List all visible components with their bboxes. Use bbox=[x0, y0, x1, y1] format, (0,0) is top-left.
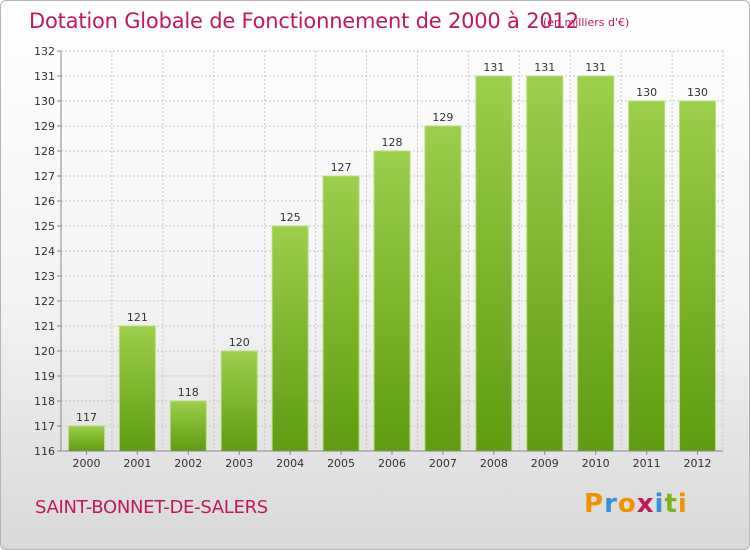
bar-2005 bbox=[322, 175, 360, 452]
data-label: 131 bbox=[585, 61, 606, 74]
y-tick-label: 125 bbox=[34, 220, 55, 233]
bar-2001 bbox=[118, 325, 156, 452]
y-tick-label: 127 bbox=[34, 170, 55, 183]
x-tick-label: 2002 bbox=[174, 457, 202, 470]
logo-letter: i bbox=[654, 489, 665, 519]
data-label: 131 bbox=[483, 61, 504, 74]
y-tick-label: 117 bbox=[34, 420, 55, 433]
data-label: 117 bbox=[76, 411, 97, 424]
y-tick-label: 123 bbox=[34, 270, 55, 283]
bar-2007 bbox=[424, 125, 462, 452]
x-tick-label: 2012 bbox=[684, 457, 712, 470]
bar-2003 bbox=[220, 350, 258, 452]
chart-title: Dotation Globale de Fonctionnement de 20… bbox=[29, 9, 579, 33]
x-tick-label: 2006 bbox=[378, 457, 406, 470]
y-tick-label: 129 bbox=[34, 120, 55, 133]
logo-letter: o bbox=[617, 489, 637, 519]
data-label: 127 bbox=[331, 161, 352, 174]
x-tick-label: 2003 bbox=[225, 457, 253, 470]
logo-letter: P bbox=[584, 489, 605, 519]
y-tick-label: 120 bbox=[34, 345, 55, 358]
x-tick-label: 2011 bbox=[633, 457, 661, 470]
y-tick-label: 121 bbox=[34, 320, 55, 333]
logo-letter: r bbox=[604, 489, 618, 519]
logo-letter: t bbox=[664, 489, 678, 519]
x-tick-label: 2008 bbox=[480, 457, 508, 470]
x-tick-label: 2005 bbox=[327, 457, 355, 470]
y-tick-label: 122 bbox=[34, 295, 55, 308]
bar-2012 bbox=[679, 100, 717, 452]
y-tick-label: 132 bbox=[34, 45, 55, 58]
label-layer: 117 121 118 120 125 127 128 129 131 131 131 130 130 bbox=[76, 61, 708, 424]
bar-2006 bbox=[373, 150, 411, 452]
bar-layer bbox=[67, 75, 717, 452]
data-label: 121 bbox=[127, 311, 148, 324]
x-tick-label: 2004 bbox=[276, 457, 304, 470]
data-label: 130 bbox=[636, 86, 657, 99]
chart-unit: (en milliers d'€) bbox=[543, 16, 630, 29]
x-tick-label: 2009 bbox=[531, 457, 559, 470]
data-label: 120 bbox=[229, 336, 250, 349]
bar-2004 bbox=[271, 225, 309, 452]
data-label: 118 bbox=[178, 386, 199, 399]
y-tick-label: 131 bbox=[34, 70, 55, 83]
bar-2008 bbox=[475, 75, 513, 452]
x-tick-label: 2001 bbox=[123, 457, 151, 470]
y-tick-label: 118 bbox=[34, 395, 55, 408]
bar-2009 bbox=[526, 75, 564, 452]
commune-name: SAINT-BONNET-DE-SALERS bbox=[35, 497, 268, 518]
axis-layer: 1161171181191201211221231241251261271281… bbox=[34, 45, 723, 470]
logo-letter: x bbox=[636, 489, 655, 519]
data-label: 130 bbox=[687, 86, 708, 99]
y-tick-label: 130 bbox=[34, 95, 55, 108]
bar-2000 bbox=[67, 425, 105, 452]
x-tick-label: 2007 bbox=[429, 457, 457, 470]
y-tick-label: 126 bbox=[34, 195, 55, 208]
y-tick-label: 128 bbox=[34, 145, 55, 158]
x-tick-label: 2000 bbox=[72, 457, 100, 470]
bar-2011 bbox=[628, 100, 666, 452]
bar-2002 bbox=[169, 400, 207, 452]
y-tick-label: 124 bbox=[34, 245, 55, 258]
data-label: 125 bbox=[280, 211, 301, 224]
x-tick-label: 2010 bbox=[582, 457, 610, 470]
y-tick-label: 119 bbox=[34, 370, 55, 383]
data-label: 128 bbox=[382, 136, 403, 149]
y-tick-label: 116 bbox=[34, 445, 55, 458]
bar-2010 bbox=[577, 75, 615, 452]
data-label: 129 bbox=[432, 111, 453, 124]
logo-letter: i bbox=[677, 489, 688, 519]
data-label: 131 bbox=[534, 61, 555, 74]
proxiti-logo: Proxiti bbox=[584, 489, 688, 519]
